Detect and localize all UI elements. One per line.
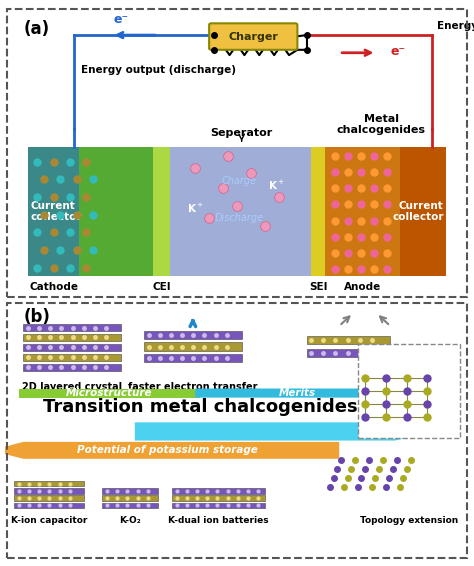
Bar [102, 503, 158, 508]
Polygon shape [195, 388, 428, 397]
Text: Current
collector: Current collector [30, 201, 82, 222]
Bar [172, 503, 265, 508]
Text: K$^+$: K$^+$ [268, 179, 285, 192]
Text: Potential of potassium storage: Potential of potassium storage [77, 445, 258, 456]
Bar [14, 503, 84, 508]
Bar [358, 344, 460, 438]
Text: e⁻: e⁻ [390, 45, 405, 58]
Text: Seperator: Seperator [210, 128, 273, 138]
Bar [172, 495, 265, 501]
Bar [170, 147, 311, 276]
Text: CEI: CEI [152, 282, 171, 292]
Text: Transition metal chalcogenides: Transition metal chalcogenides [43, 398, 357, 416]
Text: K-dual ion batteries: K-dual ion batteries [168, 516, 269, 525]
Bar [14, 481, 84, 486]
Bar [144, 342, 242, 351]
Polygon shape [18, 388, 200, 397]
Text: Cathode: Cathode [29, 282, 78, 292]
Text: Metal
chalcogenides: Metal chalcogenides [337, 114, 426, 135]
Bar [14, 495, 84, 501]
Text: faster electron transfer: faster electron transfer [128, 382, 258, 392]
Text: SEI: SEI [309, 282, 328, 292]
Bar [102, 495, 158, 501]
Bar [307, 336, 390, 344]
Text: (a): (a) [23, 20, 49, 38]
Bar [307, 349, 390, 357]
FancyBboxPatch shape [209, 23, 297, 50]
Text: Anode: Anode [344, 282, 381, 292]
Text: 2D layered crystal: 2D layered crystal [22, 382, 122, 392]
Bar [23, 344, 121, 351]
Text: Topology extension: Topology extension [360, 516, 458, 525]
Bar [23, 363, 121, 371]
Text: Charge: Charge [222, 176, 257, 186]
Bar [154, 147, 170, 276]
Bar [23, 334, 121, 341]
Bar [144, 354, 242, 362]
Text: Charger: Charger [228, 32, 278, 41]
Bar [325, 147, 400, 276]
Bar [23, 354, 121, 361]
Text: Energy output (discharge): Energy output (discharge) [82, 66, 237, 75]
Bar [400, 147, 446, 276]
Bar [28, 147, 79, 276]
Bar [102, 488, 158, 494]
Text: Current
collector: Current collector [392, 201, 444, 222]
Text: K-O₂: K-O₂ [119, 516, 141, 525]
Text: (b): (b) [23, 308, 50, 326]
Text: Microstructure: Microstructure [66, 388, 153, 398]
Bar [311, 147, 325, 276]
Text: K-ion capacitor: K-ion capacitor [11, 516, 87, 525]
Text: e⁻: e⁻ [113, 13, 128, 26]
Bar [144, 331, 242, 339]
Bar [172, 488, 265, 494]
Text: Discharge: Discharge [215, 213, 264, 222]
Text: Merits: Merits [279, 388, 316, 398]
Polygon shape [135, 422, 437, 440]
Bar [14, 488, 84, 494]
Bar [23, 324, 121, 331]
Text: Energy storage (charge): Energy storage (charge) [437, 22, 474, 31]
Bar [79, 147, 154, 276]
Text: K$^+$: K$^+$ [187, 202, 204, 215]
Polygon shape [0, 442, 339, 459]
Text: Low
reaction
barrier: Low reaction barrier [404, 357, 450, 391]
